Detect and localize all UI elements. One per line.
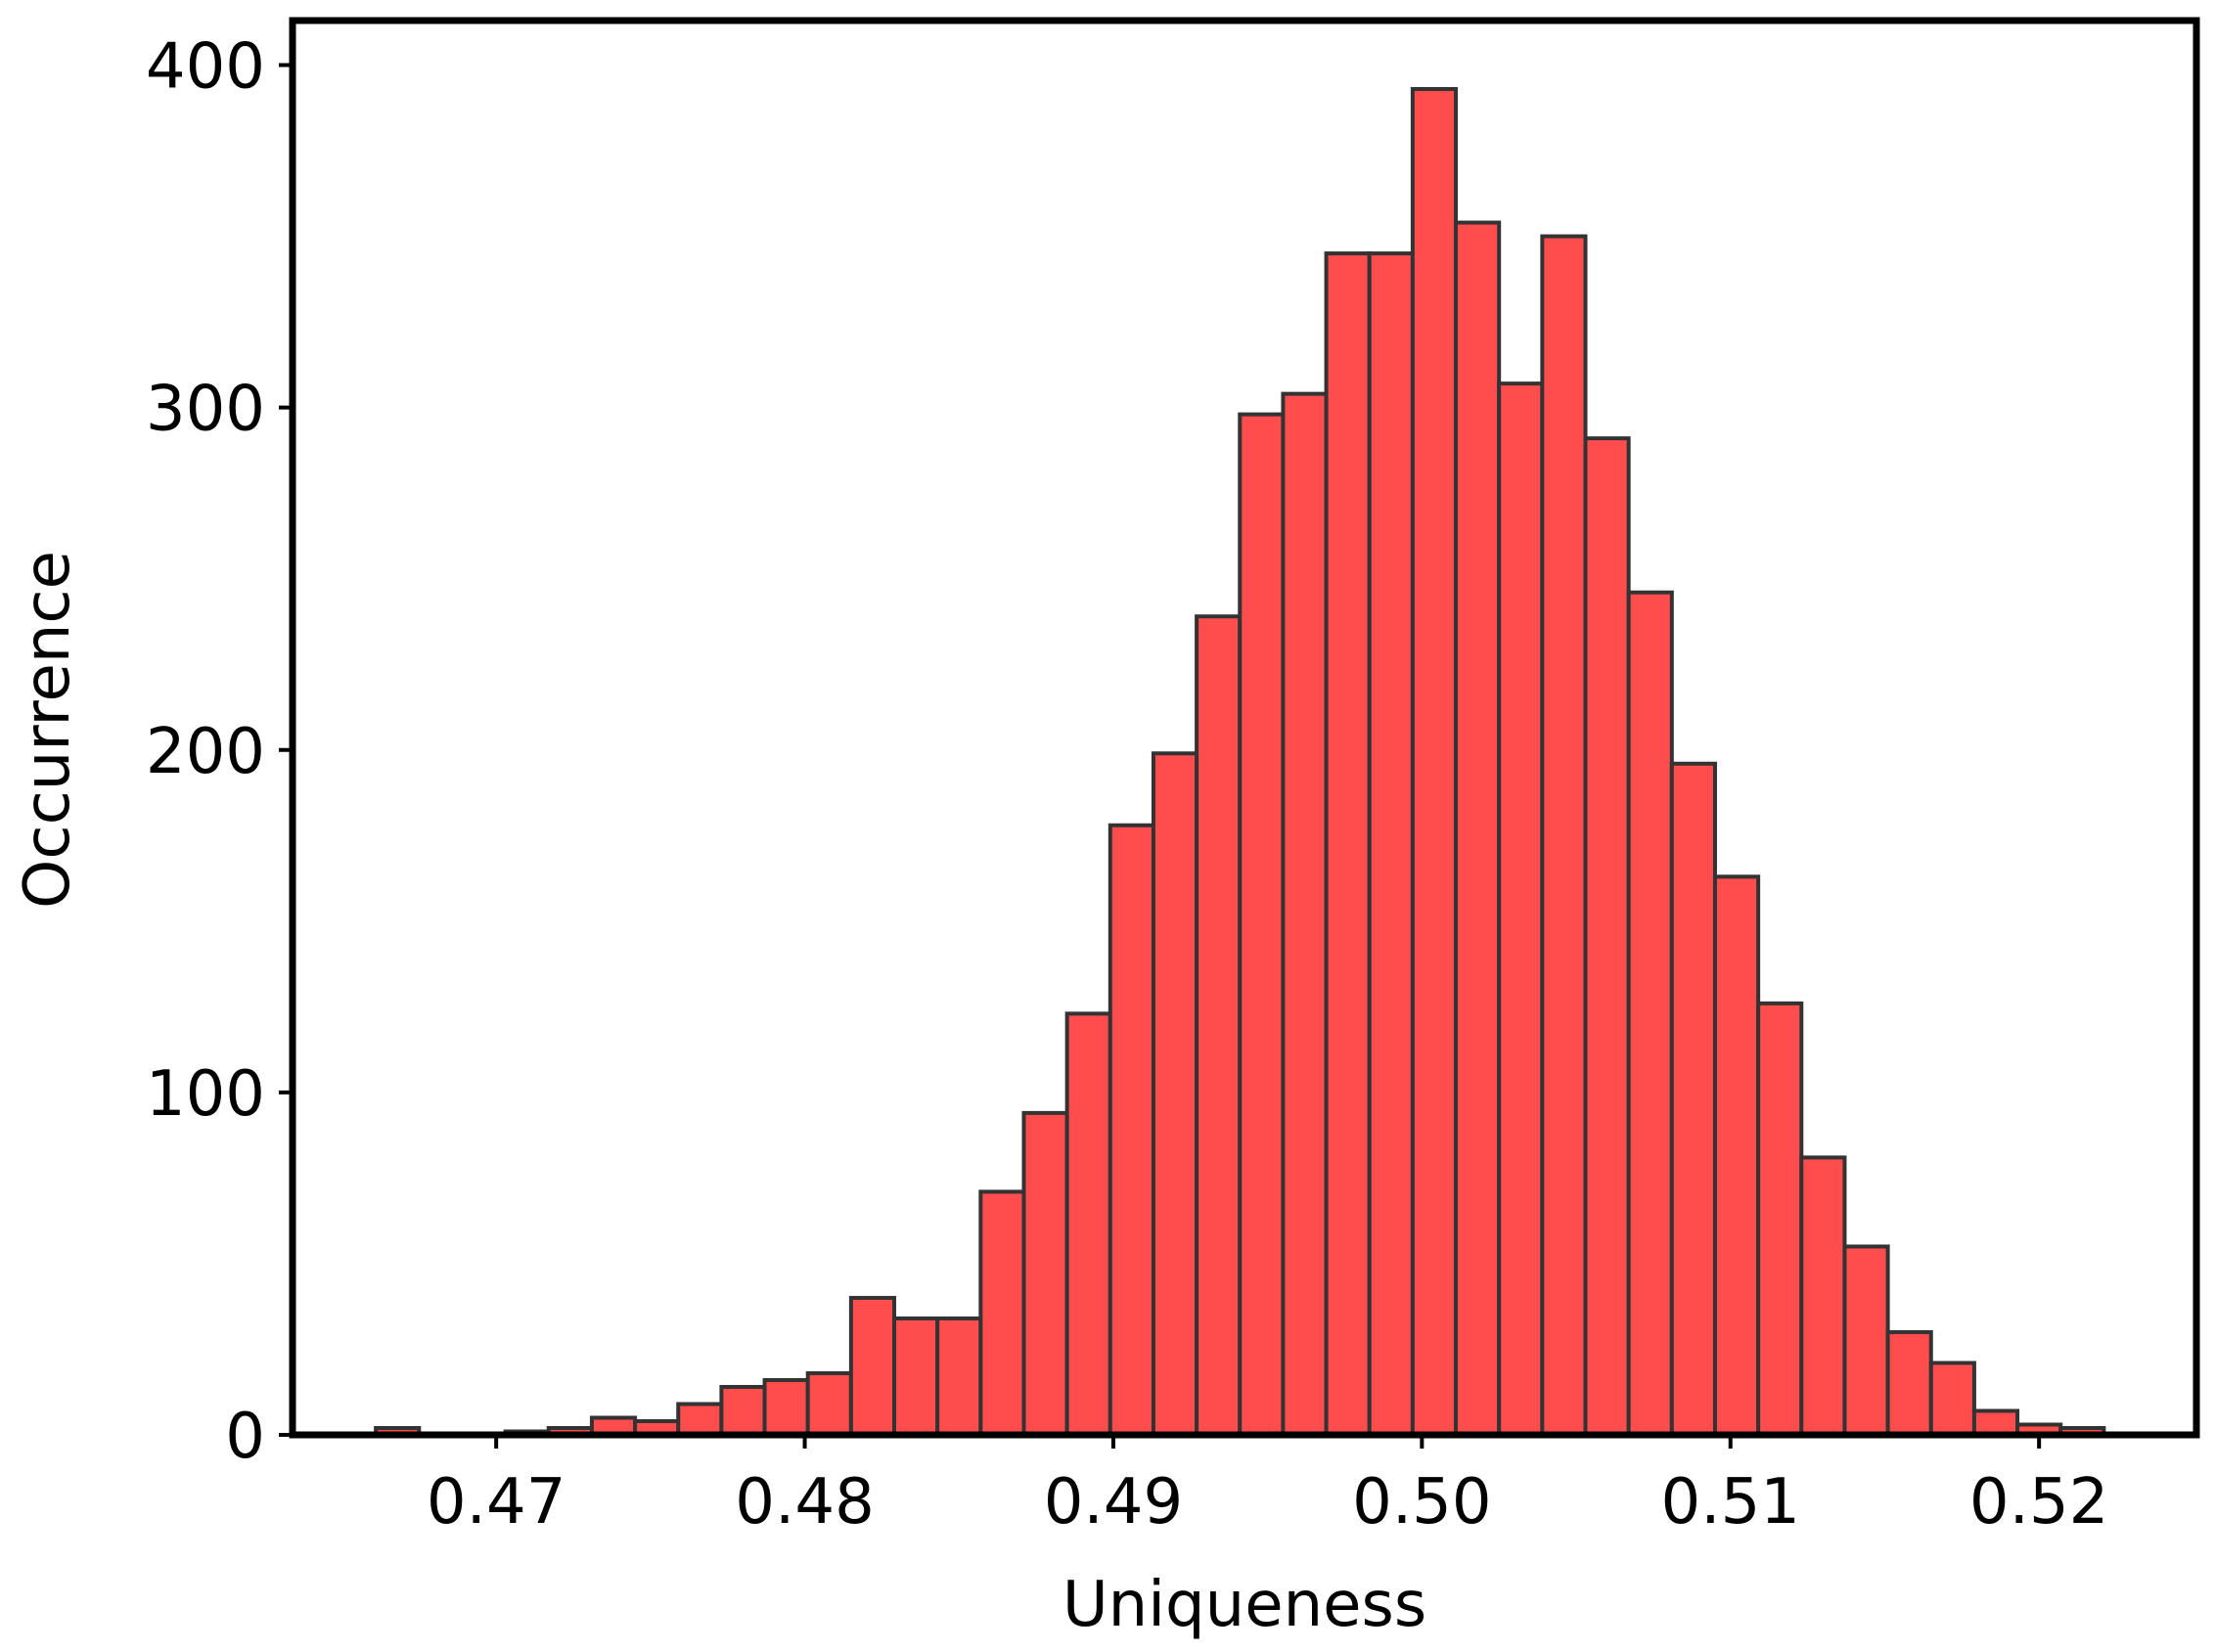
histogram-bar xyxy=(1712,874,1761,1437)
histogram-bar xyxy=(1842,1244,1890,1438)
histogram-bar xyxy=(1497,381,1545,1437)
histogram-bar xyxy=(719,1384,767,1437)
histogram-bar xyxy=(1108,823,1155,1437)
histogram-bar xyxy=(1195,614,1243,1437)
x-tick-label: 0.51 xyxy=(1661,1466,1801,1539)
histogram-bar xyxy=(805,1370,853,1437)
histogram-bar xyxy=(1799,1155,1847,1438)
histogram-bar xyxy=(1281,391,1329,1437)
x-tick-label: 0.52 xyxy=(1969,1466,2109,1539)
histogram-bar xyxy=(1454,220,1502,1438)
histogram-bar xyxy=(1367,251,1415,1438)
x-axis-label: Uniqueness xyxy=(1062,1569,1426,1641)
x-tick-label: 0.47 xyxy=(427,1466,566,1539)
histogram-bar xyxy=(1324,251,1372,1438)
histogram-bar xyxy=(892,1316,940,1437)
histogram-bar xyxy=(1885,1329,1933,1437)
y-tick-label: 100 xyxy=(146,1058,265,1131)
y-tick-label: 300 xyxy=(146,374,265,446)
histogram-bars xyxy=(374,87,2106,1438)
histogram-bar xyxy=(1928,1361,1976,1437)
histogram-bar xyxy=(676,1402,724,1437)
x-tick-label: 0.49 xyxy=(1044,1466,1184,1539)
histogram-bar xyxy=(1583,436,1631,1437)
histogram-bar xyxy=(1151,751,1199,1437)
x-tick-label: 0.48 xyxy=(735,1466,875,1539)
histogram-bar xyxy=(1756,1001,1804,1437)
x-axis-ticks: 0.47 0.48 0.49 0.50 0.51 0.52 xyxy=(427,1435,2108,1539)
histogram-bar xyxy=(848,1295,897,1437)
histogram-bar xyxy=(978,1189,1026,1438)
histogram-bar xyxy=(935,1316,983,1437)
axes-frame xyxy=(289,17,2200,1439)
y-tick-label: 0 xyxy=(225,1401,265,1473)
y-tick-label: 400 xyxy=(146,31,265,104)
y-axis-ticks: 0 100 200 300 400 xyxy=(146,31,293,1473)
histogram-bar xyxy=(1021,1110,1069,1437)
histogram-bar xyxy=(1540,234,1588,1438)
y-tick-label: 200 xyxy=(146,716,265,788)
y-axis-label: Occurrence xyxy=(12,551,84,909)
x-tick-label: 0.50 xyxy=(1352,1466,1492,1539)
histogram-bar xyxy=(1971,1408,2020,1437)
histogram-bar xyxy=(1626,590,1674,1437)
histogram-bar xyxy=(1669,761,1717,1437)
histogram-bar xyxy=(1064,1011,1112,1437)
histogram-bar xyxy=(1410,87,1459,1437)
histogram-bar xyxy=(1238,412,1286,1437)
histogram-bar xyxy=(762,1377,810,1437)
